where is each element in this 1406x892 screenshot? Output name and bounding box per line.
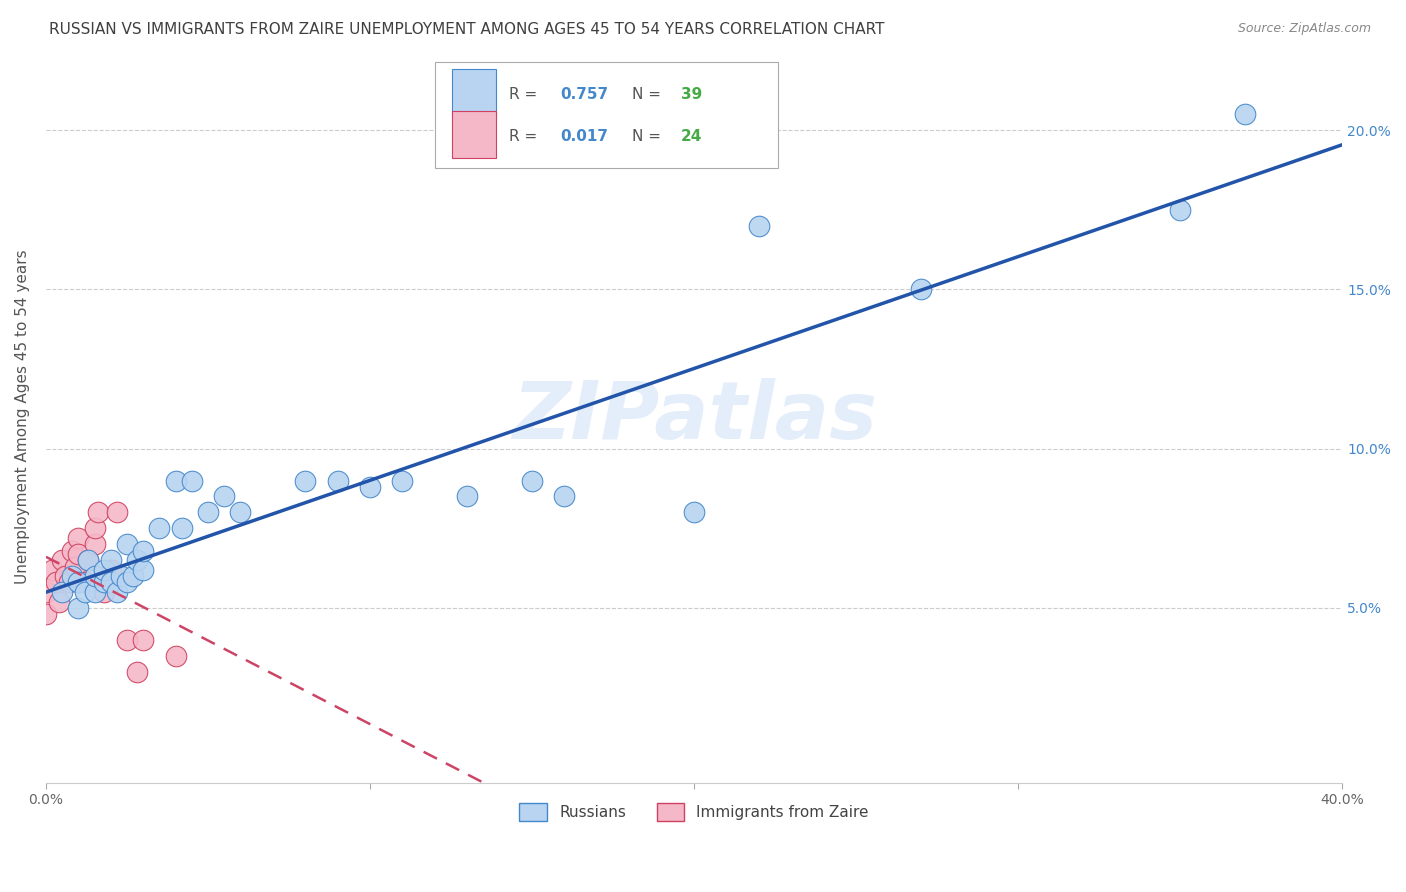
Point [105,585,128,599]
Point [359,480,381,494]
Point [148,521,170,535]
Point [910,283,932,297]
Point [58,575,80,590]
Point [93,575,115,590]
FancyBboxPatch shape [434,62,779,168]
Point [105,505,128,519]
Point [115,537,138,551]
Point [326,474,349,488]
Point [51,585,73,599]
Point [93,563,115,577]
Text: 0.757: 0.757 [561,87,609,103]
Point [77,553,100,567]
Point [35,585,58,599]
Point [683,505,706,519]
Point [125,665,148,679]
Point [456,490,478,504]
Text: ZIPatlas: ZIPatlas [512,378,876,456]
Point [51,553,73,567]
Point [67,601,90,615]
Legend: Russians, Immigrants from Zaire: Russians, Immigrants from Zaire [513,797,875,827]
Point [165,474,187,488]
Point [110,569,132,583]
Point [294,474,316,488]
Point [180,474,202,488]
Point [229,505,252,519]
Point [125,553,148,567]
Point [100,575,122,590]
FancyBboxPatch shape [451,111,496,158]
Point [520,474,543,488]
Point [212,490,235,504]
Point [45,575,67,590]
Point [93,585,115,599]
Point [132,632,155,647]
Point [83,521,105,535]
Point [83,585,105,599]
Point [172,521,194,535]
Point [132,563,155,577]
Point [63,559,86,574]
Text: 24: 24 [681,129,703,144]
Point [60,569,83,583]
Point [87,505,110,519]
Point [1234,107,1257,121]
Point [73,585,96,599]
Point [55,569,77,583]
Point [100,553,122,567]
Text: R =: R = [509,129,541,144]
Point [197,505,219,519]
Point [1168,202,1191,217]
FancyBboxPatch shape [451,70,496,116]
Point [73,575,96,590]
Point [100,563,122,577]
Point [553,490,575,504]
Text: N =: N = [631,87,666,103]
Text: 39: 39 [681,87,703,103]
Text: Source: ZipAtlas.com: Source: ZipAtlas.com [1237,22,1371,36]
Point [83,569,105,583]
Point [115,632,138,647]
Point [67,547,90,561]
Y-axis label: Unemployment Among Ages 45 to 54 years: Unemployment Among Ages 45 to 54 years [15,250,30,584]
Point [83,537,105,551]
Text: RUSSIAN VS IMMIGRANTS FROM ZAIRE UNEMPLOYMENT AMONG AGES 45 TO 54 YEARS CORRELAT: RUSSIAN VS IMMIGRANTS FROM ZAIRE UNEMPLO… [49,22,884,37]
Point [77,553,100,567]
Point [35,607,58,622]
Text: 0.017: 0.017 [561,129,609,144]
Point [41,563,63,577]
Point [122,569,145,583]
Text: N =: N = [631,129,666,144]
Point [391,474,413,488]
Point [115,575,138,590]
Point [67,531,90,545]
Point [48,594,70,608]
Point [165,648,187,663]
Point [67,575,90,590]
Point [60,543,83,558]
Point [132,543,155,558]
Text: R =: R = [509,87,541,103]
Point [748,219,770,233]
